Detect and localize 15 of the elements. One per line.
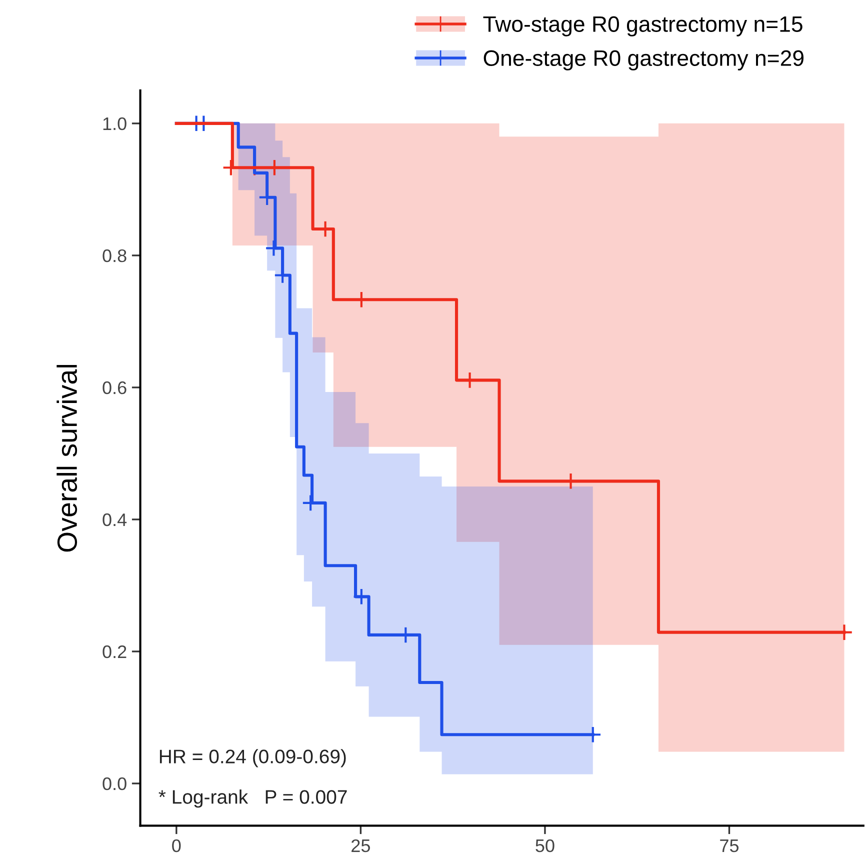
x-tick-label: 75 bbox=[720, 840, 739, 852]
y-tick-label: 1.0 bbox=[103, 117, 126, 130]
legend-label: Two-stage R0 gastrectomy n=15 bbox=[483, 16, 802, 36]
annotation: HR = 0.24 (0.09-0.69) bbox=[160, 749, 346, 768]
x-tick-label: 25 bbox=[352, 839, 370, 852]
x-tick-label: 0 bbox=[172, 839, 181, 852]
y-axis-title: Overall survival bbox=[56, 364, 78, 552]
y-tick-label: 0.8 bbox=[102, 249, 126, 262]
legend-label: One-stage R0 gastrectomy n=29 bbox=[484, 50, 804, 70]
annotation: * Log-rank P = 0.007 bbox=[158, 790, 347, 808]
y-tick-label: 0.0 bbox=[102, 777, 126, 790]
y-tick-label: 0.2 bbox=[102, 645, 126, 658]
y-tick-label: 0.4 bbox=[102, 513, 127, 526]
x-tick-label: 50 bbox=[536, 839, 554, 852]
y-tick-label: 0.6 bbox=[102, 381, 126, 394]
